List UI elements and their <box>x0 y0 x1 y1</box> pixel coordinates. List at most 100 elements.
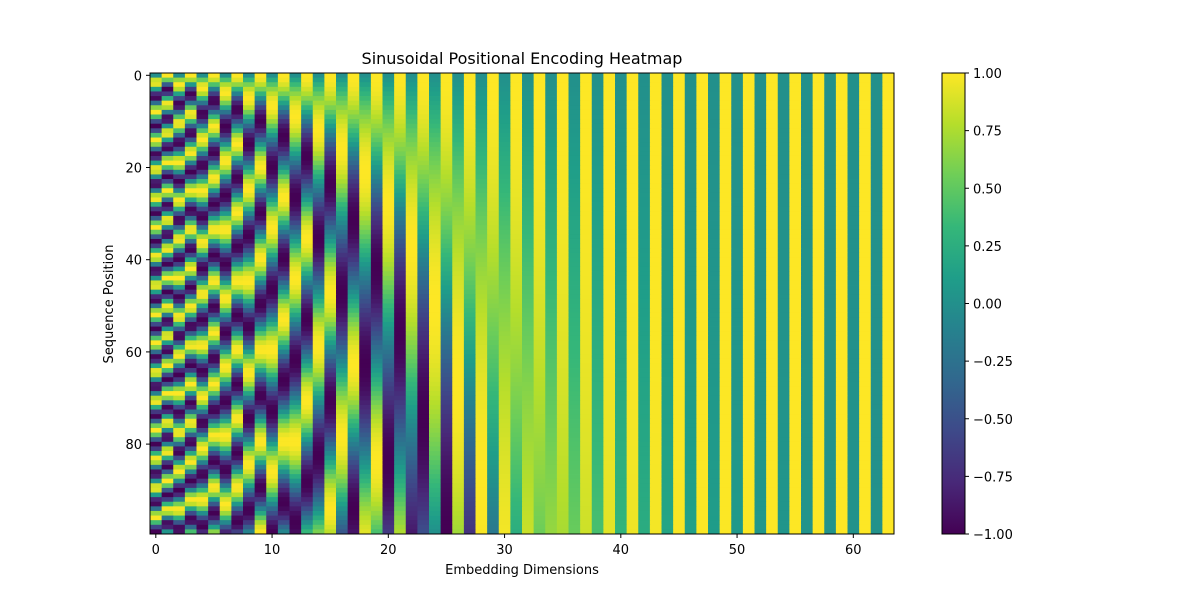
heatmap-cell <box>475 372 488 378</box>
heatmap-cell <box>754 308 767 314</box>
heatmap-cell <box>312 368 325 374</box>
heatmap-cell <box>266 96 279 102</box>
heatmap-cell <box>847 151 860 157</box>
heatmap-cell <box>184 73 197 79</box>
heatmap-cell <box>812 271 825 277</box>
heatmap-cell <box>545 266 558 272</box>
heatmap-cell <box>824 377 837 383</box>
heatmap-cell <box>196 377 209 383</box>
heatmap-cell <box>719 289 732 295</box>
heatmap-cell <box>173 206 186 212</box>
heatmap-cell <box>231 340 244 346</box>
heatmap-cell <box>370 192 383 198</box>
heatmap-cell <box>336 294 349 300</box>
heatmap-cell <box>196 183 209 189</box>
heatmap-cell <box>591 308 604 314</box>
heatmap-cell <box>336 155 349 161</box>
heatmap-cell <box>754 86 767 92</box>
heatmap-cell <box>243 197 256 203</box>
heatmap-cell <box>789 160 802 166</box>
heatmap-cell <box>568 77 581 83</box>
heatmap-cell <box>370 423 383 429</box>
heatmap-cell <box>429 82 442 88</box>
heatmap-cell <box>626 238 639 244</box>
heatmap-cell <box>394 331 407 337</box>
heatmap-cell <box>173 197 186 203</box>
heatmap-cell <box>638 128 651 134</box>
heatmap-cell <box>161 289 174 295</box>
heatmap-cell <box>882 381 895 387</box>
heatmap-cell <box>835 215 848 221</box>
heatmap-cell <box>394 298 407 304</box>
heatmap-cell <box>150 326 163 332</box>
heatmap-cell <box>184 252 197 258</box>
heatmap-cell <box>812 381 825 387</box>
heatmap-cell <box>266 391 279 397</box>
heatmap-cell <box>742 280 755 286</box>
heatmap-cell <box>533 423 546 429</box>
heatmap-cell <box>801 427 814 433</box>
heatmap-cell <box>522 146 535 152</box>
heatmap-cell <box>347 142 360 148</box>
heatmap-cell <box>487 285 500 291</box>
heatmap-cell <box>591 105 604 111</box>
heatmap-cell <box>161 262 174 268</box>
heatmap-cell <box>289 381 302 387</box>
heatmap-cell <box>440 132 453 138</box>
heatmap-cell <box>324 280 337 286</box>
heatmap-cell <box>708 211 721 217</box>
heatmap-cell <box>231 142 244 148</box>
heatmap-cell <box>324 73 337 79</box>
heatmap-cell <box>673 82 686 88</box>
heatmap-cell <box>487 86 500 92</box>
heatmap-cell <box>266 243 279 249</box>
heatmap-cell <box>684 354 697 360</box>
heatmap-cell <box>777 349 790 355</box>
heatmap-cell <box>382 252 395 258</box>
heatmap-cell <box>266 414 279 420</box>
heatmap-cell <box>405 331 418 337</box>
heatmap-cell <box>859 220 872 226</box>
heatmap-cell <box>417 252 430 258</box>
heatmap-cell <box>161 349 174 355</box>
heatmap-cell <box>568 169 581 175</box>
heatmap-cell <box>150 169 163 175</box>
heatmap-cell <box>196 155 209 161</box>
heatmap-cell <box>684 114 697 120</box>
heatmap-cell <box>324 114 337 120</box>
heatmap-cell <box>522 257 535 263</box>
heatmap-cell <box>708 169 721 175</box>
heatmap-cell <box>766 132 779 138</box>
heatmap-cell <box>184 326 197 332</box>
heatmap-cell <box>882 326 895 332</box>
heatmap-cell <box>452 188 465 194</box>
heatmap-cell <box>382 179 395 185</box>
heatmap-cell <box>649 155 662 161</box>
heatmap-cell <box>336 391 349 397</box>
heatmap-cell <box>184 188 197 194</box>
heatmap-cell <box>429 331 442 337</box>
heatmap-cell <box>498 275 511 281</box>
heatmap-cell <box>638 321 651 327</box>
heatmap-cell <box>440 368 453 374</box>
heatmap-cell <box>801 225 814 231</box>
heatmap-cell <box>580 404 593 410</box>
heatmap-cell <box>766 114 779 120</box>
heatmap-cell <box>254 294 267 300</box>
heatmap-cell <box>370 77 383 83</box>
heatmap-cell <box>312 86 325 92</box>
heatmap-cell <box>859 321 872 327</box>
heatmap-cell <box>533 271 546 277</box>
heatmap-cell <box>254 395 267 401</box>
heatmap-cell <box>312 132 325 138</box>
heatmap-cell <box>184 160 197 166</box>
heatmap-cell <box>684 225 697 231</box>
heatmap-cell <box>673 225 686 231</box>
heatmap-cell <box>835 409 848 415</box>
heatmap-cell <box>452 312 465 318</box>
heatmap-cell <box>359 289 372 295</box>
heatmap-cell <box>777 391 790 397</box>
heatmap-cell <box>626 243 639 249</box>
heatmap-cell <box>661 119 674 125</box>
heatmap-cell <box>429 123 442 129</box>
